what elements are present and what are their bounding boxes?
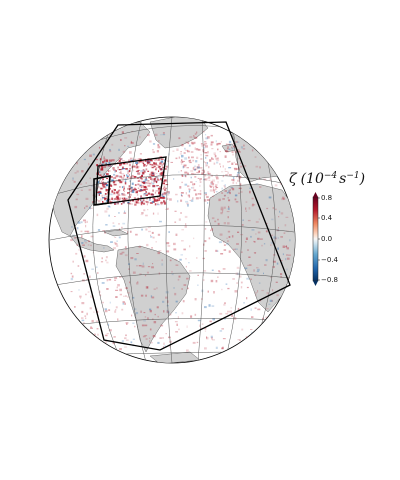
inner-domain [93, 175, 111, 206]
colorbar-tick-label: 0.8 [321, 194, 332, 202]
colorbar-ticks [318, 197, 320, 281]
graticule [49, 117, 295, 363]
africa [207, 183, 295, 313]
domain-boxes [67, 121, 291, 351]
colorbar-tick-label: −0.4 [321, 256, 339, 264]
south-america [115, 245, 191, 353]
colorbar-tick-label: −0.8 [321, 276, 338, 284]
outer-domain [67, 121, 291, 351]
colorbar-extend-bottom [313, 281, 318, 286]
globe [48, 116, 296, 364]
colorbar: ζ (10−4 s−1) 0.8 0.4 0.0 −0.4 −0.8 [289, 171, 365, 286]
colorbar-extend-top [313, 192, 318, 197]
central-america [69, 235, 115, 253]
colorbar-tick-label: 0.0 [321, 235, 332, 243]
colorbar-title: ζ (10−4 s−1) [289, 171, 365, 187]
colorbar-bar [312, 196, 319, 282]
colorbar-tick-label: 0.4 [321, 214, 333, 222]
middle-domain [95, 156, 167, 206]
